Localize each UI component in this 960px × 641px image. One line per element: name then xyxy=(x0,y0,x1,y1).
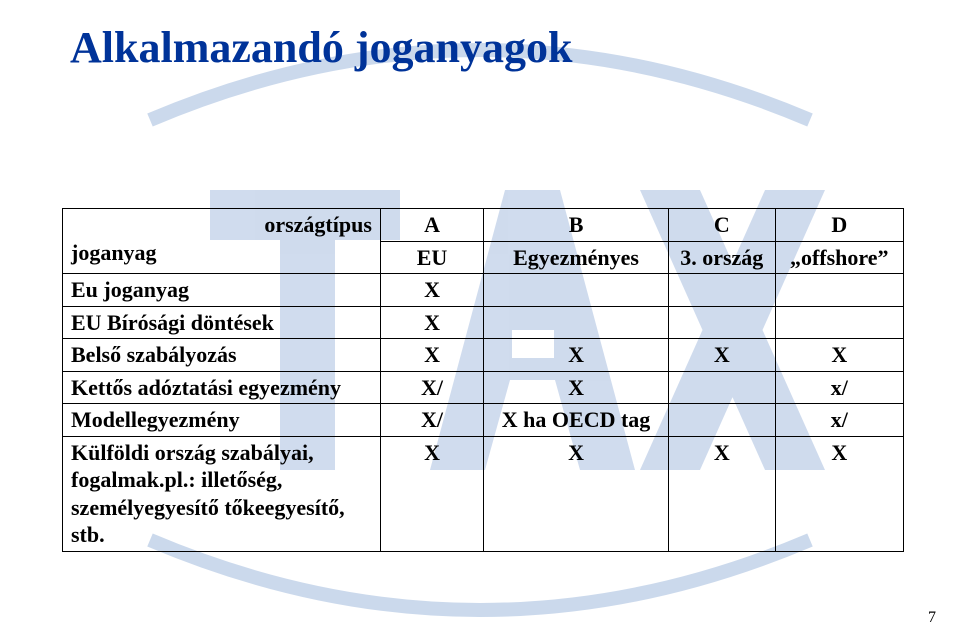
row-label: EU Bírósági döntések xyxy=(63,306,381,339)
cell: X xyxy=(669,339,776,372)
cell xyxy=(669,306,776,339)
table-row: Külföldi ország szabályai, fogalmak.pl.:… xyxy=(63,436,904,551)
cell: X xyxy=(484,436,669,551)
table-row: Belső szabályozás X X X X xyxy=(63,339,904,372)
cell: X/ xyxy=(380,371,483,404)
cell xyxy=(775,306,903,339)
col-b: B xyxy=(484,209,669,242)
cell xyxy=(669,404,776,437)
cell: X ha OECD tag xyxy=(484,404,669,437)
table-row: Modellegyezmény X/ X ha OECD tag x/ xyxy=(63,404,904,437)
law-table: országtípus joganyag A B C D EU Egyezmén… xyxy=(62,208,904,552)
cell: X xyxy=(775,436,903,551)
col-c: C xyxy=(669,209,776,242)
cell: x/ xyxy=(775,404,903,437)
table-row: Kettős adóztatási egyezmény X/ X x/ xyxy=(63,371,904,404)
cell: X xyxy=(380,274,483,307)
cell xyxy=(484,306,669,339)
cell: X xyxy=(775,339,903,372)
cell: X xyxy=(669,436,776,551)
page-title: Alkalmazandó joganyagok xyxy=(0,0,960,73)
page-number: 7 xyxy=(928,609,936,627)
col-third: 3. ország xyxy=(669,241,776,274)
row-label: Eu joganyag xyxy=(63,274,381,307)
table-row: Eu joganyag X xyxy=(63,274,904,307)
cell: x/ xyxy=(775,371,903,404)
cell xyxy=(669,274,776,307)
cell: X xyxy=(380,436,483,551)
cell: X/ xyxy=(380,404,483,437)
header-law-material: joganyag xyxy=(71,239,372,267)
table-row: EU Bírósági döntések X xyxy=(63,306,904,339)
row-label: Külföldi ország szabályai, fogalmak.pl.:… xyxy=(63,436,381,551)
col-a: A xyxy=(380,209,483,242)
col-treaty: Egyezményes xyxy=(484,241,669,274)
cell xyxy=(775,274,903,307)
cell: X xyxy=(380,306,483,339)
header-country-type: országtípus xyxy=(71,211,372,239)
col-offshore: „offshore” xyxy=(775,241,903,274)
cell xyxy=(484,274,669,307)
row-label: Modellegyezmény xyxy=(63,404,381,437)
cell: X xyxy=(484,371,669,404)
row-label: Belső szabályozás xyxy=(63,339,381,372)
col-eu: EU xyxy=(380,241,483,274)
cell: X xyxy=(380,339,483,372)
row-label: Kettős adóztatási egyezmény xyxy=(63,371,381,404)
cell: X xyxy=(484,339,669,372)
cell xyxy=(669,371,776,404)
col-d: D xyxy=(775,209,903,242)
